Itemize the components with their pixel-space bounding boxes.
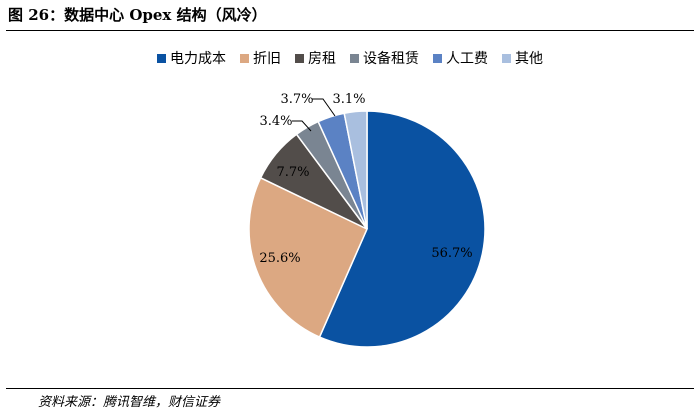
slice-value-label: 3.4% xyxy=(259,114,292,129)
figure-title: 图 26：数据中心 Opex 结构（风冷） xyxy=(8,6,267,24)
label-leader-line xyxy=(292,120,312,132)
chart-legend: 电力成本 折旧 房租 设备租赁 人工费 其他 xyxy=(0,48,700,68)
legend-label: 人工费 xyxy=(446,51,488,67)
legend-label: 房租 xyxy=(308,51,336,67)
pie-slice xyxy=(248,176,368,339)
slice-value-label: 56.7% xyxy=(431,246,472,261)
legend-item: 电力成本 xyxy=(157,48,226,68)
legend-item: 人工费 xyxy=(433,48,488,68)
legend-swatch xyxy=(295,53,304,63)
legend-item: 折旧 xyxy=(240,48,281,68)
slice-value-label: 3.1% xyxy=(332,92,365,107)
source-divider xyxy=(6,388,694,389)
legend-label: 折旧 xyxy=(253,51,281,67)
slice-value-label: 25.6% xyxy=(259,251,300,266)
slice-value-label: 7.7% xyxy=(276,165,309,180)
legend-item: 房租 xyxy=(295,48,336,68)
legend-swatch xyxy=(502,53,511,63)
legend-swatch xyxy=(157,53,166,63)
pie-slice xyxy=(318,110,486,348)
legend-label: 其他 xyxy=(515,51,543,67)
legend-label: 电力成本 xyxy=(170,51,226,67)
legend-item: 设备租赁 xyxy=(350,48,419,68)
legend-swatch xyxy=(350,53,359,63)
label-leader-line xyxy=(312,98,336,117)
legend-swatch xyxy=(240,53,249,63)
legend-swatch xyxy=(433,53,442,63)
legend-item: 其他 xyxy=(502,48,543,68)
slice-value-label: 3.7% xyxy=(280,92,313,107)
title-divider xyxy=(6,30,694,31)
source-note: 资料来源：腾讯智维，财信证券 xyxy=(38,395,221,410)
legend-label: 设备租赁 xyxy=(363,51,419,67)
pie-slice xyxy=(343,110,368,230)
